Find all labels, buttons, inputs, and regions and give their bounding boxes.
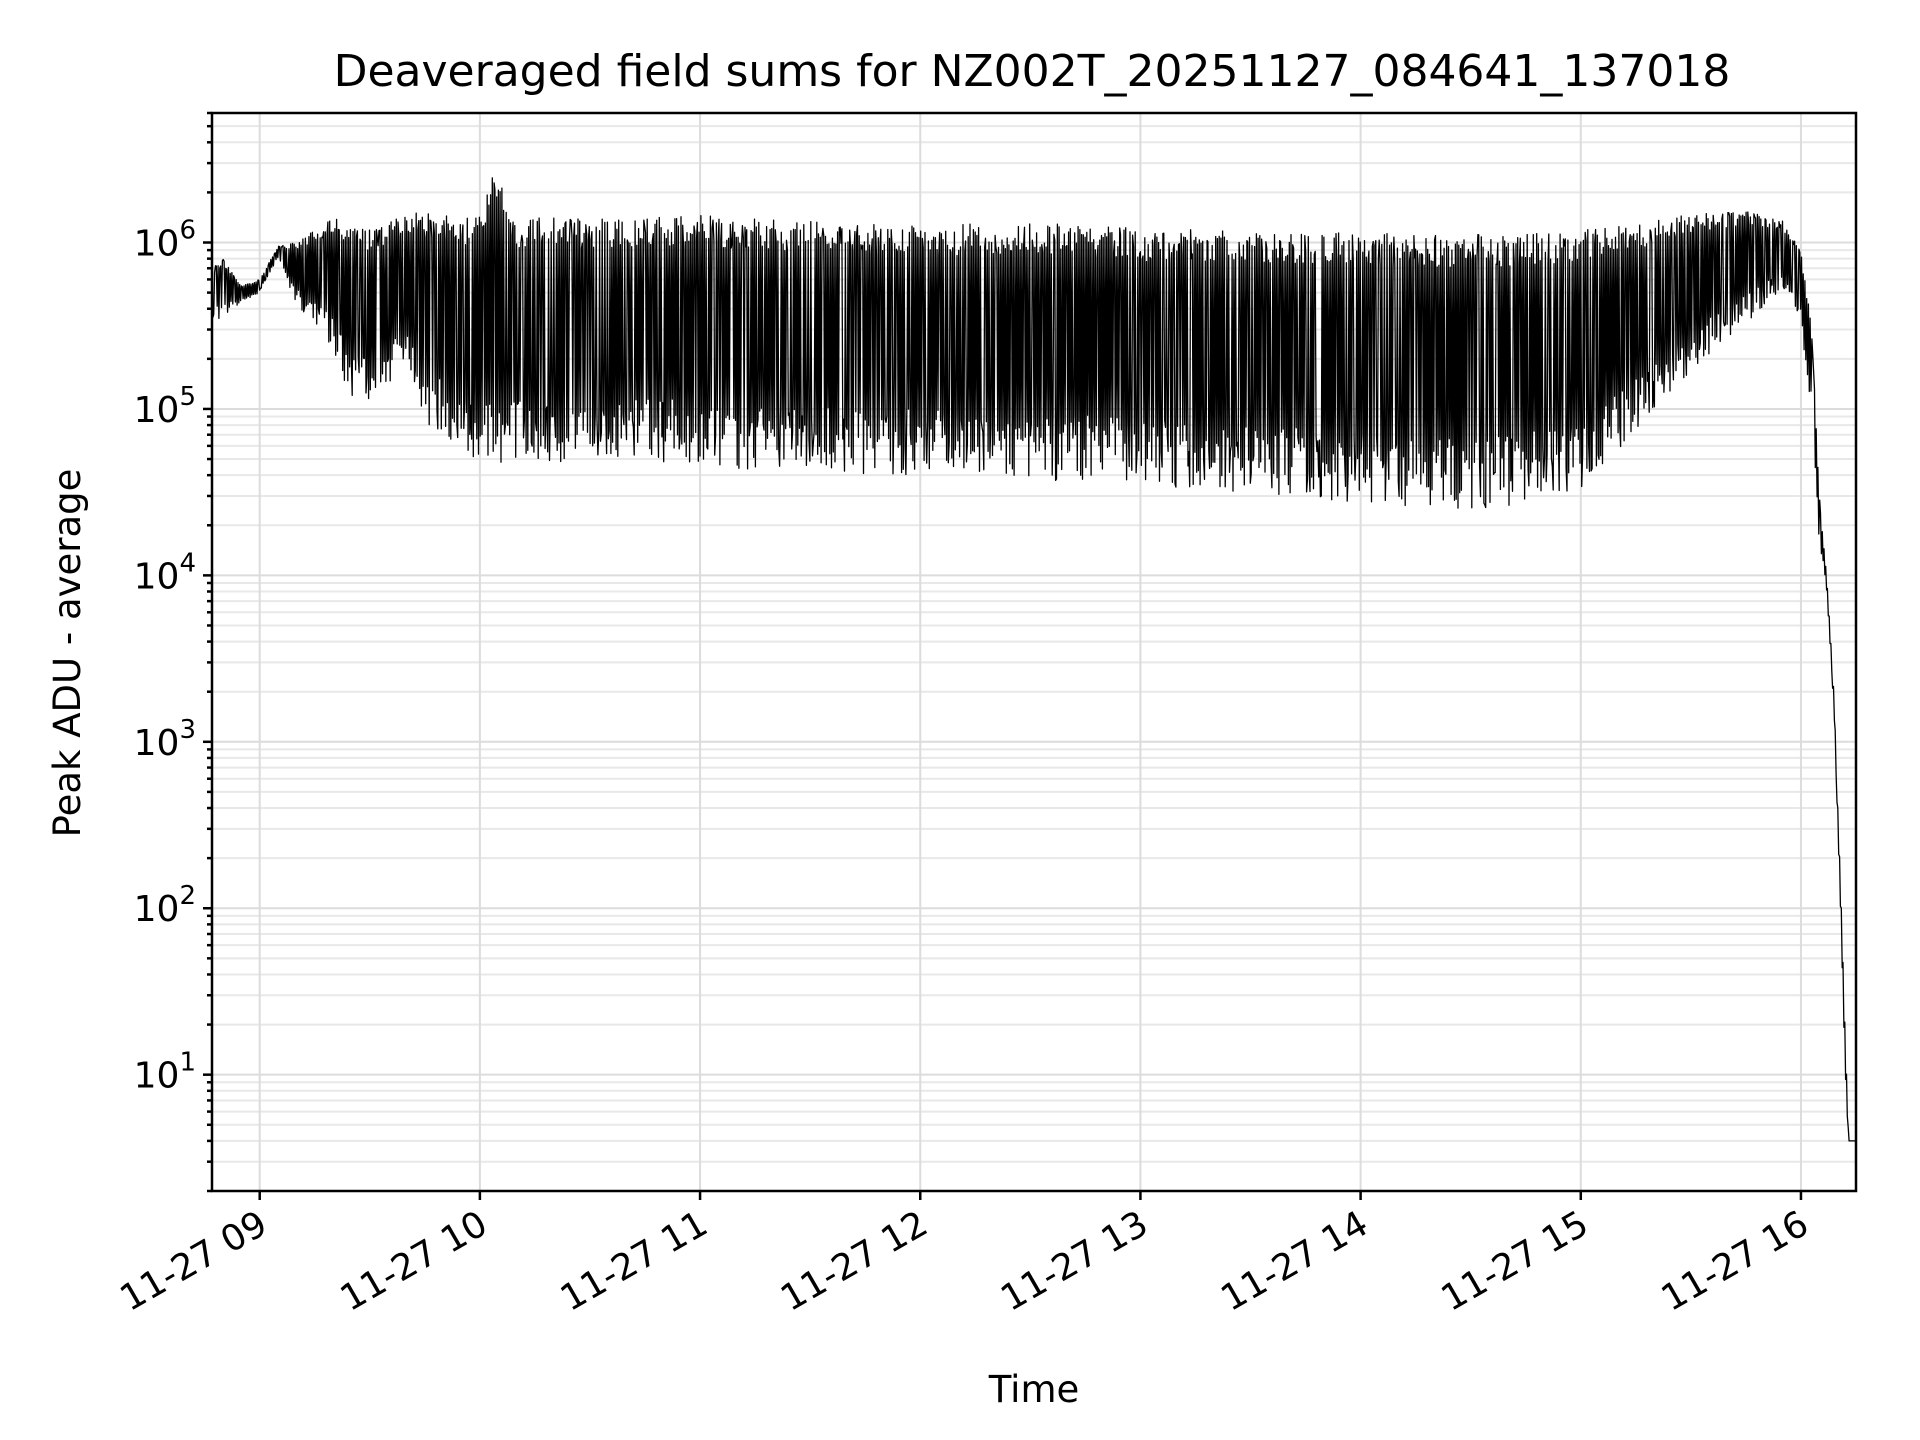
y-tick-label: 103 (134, 715, 196, 764)
y-axis-label: Peak ADU - average (46, 469, 89, 838)
y-tick-label: 104 (134, 548, 196, 597)
x-axis-label: Time (988, 1368, 1080, 1411)
y-tick-label-base: 10 (134, 224, 180, 265)
y-tick-label-exponent: 5 (179, 382, 196, 412)
y-tick-label: 106 (134, 216, 196, 265)
series-layer (211, 177, 1856, 1142)
y-tick-label-exponent: 1 (179, 1048, 196, 1078)
chart-title: Deaveraged field sums for NZ002T_2025112… (334, 46, 1731, 97)
y-tick-label-exponent: 2 (179, 881, 196, 911)
y-tick-label-base: 10 (134, 1056, 180, 1097)
y-tick-label: 102 (134, 881, 196, 930)
y-tick-label: 105 (134, 382, 196, 431)
y-tick-label-base: 10 (134, 556, 180, 597)
y-tick-label-exponent: 6 (179, 216, 196, 246)
y-tick-label: 101 (134, 1048, 196, 1097)
y-tick-label-base: 10 (134, 889, 180, 930)
y-tick-label-exponent: 4 (179, 548, 196, 578)
y-tick-label-exponent: 3 (179, 715, 196, 745)
y-tick-label-base: 10 (134, 723, 180, 764)
plot-frame (210, 111, 1858, 1193)
series-line (211, 177, 1856, 1142)
y-tick-label-base: 10 (134, 390, 180, 431)
